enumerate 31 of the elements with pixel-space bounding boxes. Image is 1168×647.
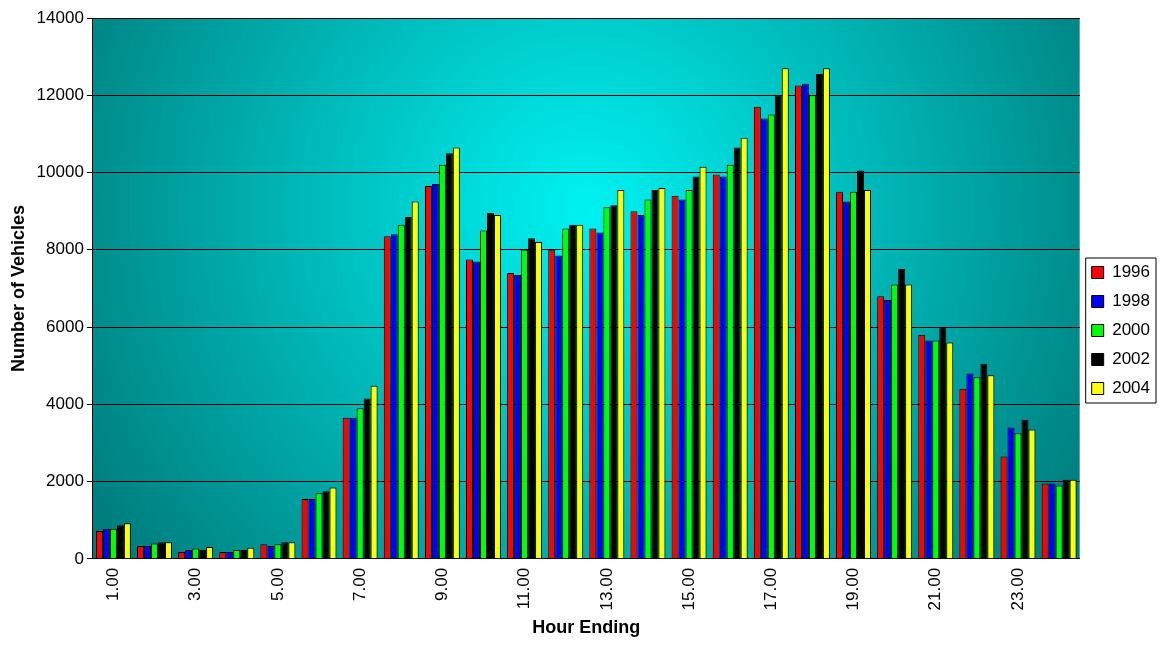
y-tick-label: 0 bbox=[74, 548, 84, 568]
legend-label: 2004 bbox=[1112, 378, 1151, 398]
y-tick-label: 2000 bbox=[46, 471, 84, 491]
x-tick-label: 23.00 bbox=[1007, 567, 1027, 611]
y-tick-label: 8000 bbox=[46, 239, 84, 259]
bar bbox=[281, 542, 289, 559]
bar bbox=[158, 542, 166, 559]
x-tick-label: 3.00 bbox=[185, 567, 205, 601]
y-tick-label: 14000 bbox=[36, 7, 84, 27]
y-tick-label: 10000 bbox=[36, 162, 84, 182]
legend-label: 1996 bbox=[1112, 262, 1151, 282]
legend-label: 2000 bbox=[1112, 320, 1151, 340]
x-tick-label: 17.00 bbox=[760, 567, 780, 611]
y-tick-label: 6000 bbox=[46, 316, 84, 336]
legend-label: 2002 bbox=[1112, 349, 1151, 369]
x-tick-label: 13.00 bbox=[596, 567, 616, 611]
x-tick-label: 19.00 bbox=[843, 567, 863, 611]
legend-label: 1998 bbox=[1112, 291, 1151, 311]
x-tick-label: 15.00 bbox=[678, 567, 698, 611]
y-axis-title: Number of Vehicles bbox=[7, 204, 28, 372]
x-tick-label: 11.00 bbox=[514, 567, 534, 610]
y-tick-label: 4000 bbox=[46, 394, 84, 414]
x-tick-label: 9.00 bbox=[432, 567, 452, 601]
bar bbox=[610, 205, 618, 559]
x-tick-label: 1.00 bbox=[103, 567, 123, 601]
x-tick-label: 7.00 bbox=[349, 567, 369, 601]
x-tick-label: 5.00 bbox=[267, 567, 287, 601]
bar bbox=[980, 363, 988, 559]
y-tick-label: 12000 bbox=[36, 84, 84, 104]
x-axis-title: Hour Ending bbox=[532, 617, 641, 638]
x-tick-label: 21.00 bbox=[925, 567, 945, 611]
